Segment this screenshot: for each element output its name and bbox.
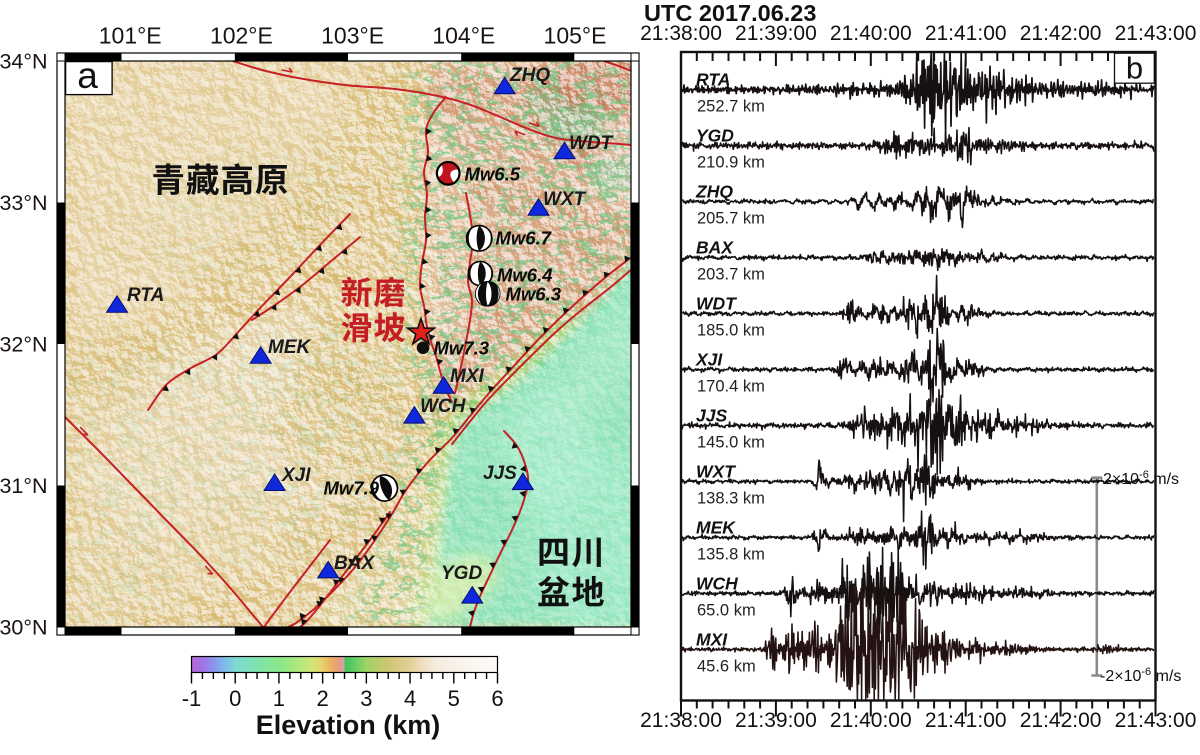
svg-text:ZHQ: ZHQ — [695, 182, 733, 202]
svg-text:135.8 km: 135.8 km — [697, 545, 765, 563]
svg-text:WXT: WXT — [696, 462, 736, 482]
svg-text:Mw7.9: Mw7.9 — [324, 478, 380, 499]
svg-text:170.4 km: 170.4 km — [697, 378, 765, 396]
svg-text:210.9 km: 210.9 km — [697, 154, 765, 172]
svg-text:21:40:00: 21:40:00 — [830, 22, 912, 45]
svg-text:2×10-6 m/s: 2×10-6 m/s — [1103, 469, 1179, 488]
svg-text:Mw7.3: Mw7.3 — [434, 338, 490, 359]
svg-text:203.7 km: 203.7 km — [697, 266, 765, 284]
svg-text:21:43:00: 21:43:00 — [1115, 22, 1197, 45]
svg-text:YGD: YGD — [696, 126, 734, 146]
svg-text:RTA: RTA — [127, 285, 164, 306]
svg-text:MEK: MEK — [268, 337, 312, 358]
svg-text:65.0 km: 65.0 km — [697, 601, 756, 619]
svg-text:Mw6.7: Mw6.7 — [496, 228, 553, 249]
svg-text:-2×10-6 m/s: -2×10-6 m/s — [1100, 666, 1181, 685]
svg-text:145.0 km: 145.0 km — [697, 434, 765, 452]
svg-text:Mw6.3: Mw6.3 — [506, 284, 562, 305]
svg-text:Mw6.5: Mw6.5 — [465, 164, 521, 185]
svg-text:3: 3 — [360, 686, 372, 711]
svg-text:Elevation (km): Elevation (km) — [256, 710, 441, 740]
svg-text:21:39:00: 21:39:00 — [735, 22, 817, 45]
svg-text:2: 2 — [316, 686, 328, 711]
svg-text:105°E: 105°E — [544, 23, 607, 49]
svg-text:WXT: WXT — [543, 189, 587, 210]
svg-text:b: b — [1126, 51, 1143, 86]
svg-text:185.0 km: 185.0 km — [697, 322, 765, 340]
svg-text:33°N: 33°N — [0, 191, 48, 215]
svg-text:WCH: WCH — [696, 573, 738, 593]
svg-text:30°N: 30°N — [0, 616, 48, 640]
svg-text:1: 1 — [273, 686, 285, 711]
svg-text:21:39:00: 21:39:00 — [735, 709, 817, 732]
svg-text:Mw6.4: Mw6.4 — [497, 265, 553, 286]
svg-text:4: 4 — [404, 686, 416, 711]
svg-text:21:42:00: 21:42:00 — [1020, 709, 1102, 732]
svg-text:JJS: JJS — [483, 463, 517, 484]
svg-text:205.7 km: 205.7 km — [697, 210, 765, 228]
svg-text:0: 0 — [229, 686, 241, 711]
svg-text:6: 6 — [491, 686, 503, 711]
svg-text:a: a — [77, 55, 98, 96]
svg-text:104°E: 104°E — [432, 23, 495, 49]
svg-text:21:41:00: 21:41:00 — [925, 22, 1007, 45]
svg-text:-1: -1 — [182, 686, 202, 711]
svg-text:21:42:00: 21:42:00 — [1020, 22, 1102, 45]
svg-text:21:38:00: 21:38:00 — [640, 709, 722, 732]
svg-text:BAX: BAX — [334, 553, 375, 574]
svg-text:XJI: XJI — [281, 465, 311, 486]
svg-text:21:38:00: 21:38:00 — [640, 22, 722, 45]
svg-text:5: 5 — [448, 686, 460, 711]
svg-text:UTC 2017.06.23: UTC 2017.06.23 — [644, 0, 816, 26]
svg-text:ZHQ: ZHQ — [509, 65, 550, 86]
svg-text:102°E: 102°E — [210, 23, 273, 49]
svg-text:BAX: BAX — [696, 238, 734, 258]
svg-text:32°N: 32°N — [0, 333, 48, 357]
svg-text:RTA: RTA — [696, 70, 730, 90]
svg-text:JJS: JJS — [696, 406, 727, 426]
svg-text:252.7 km: 252.7 km — [697, 98, 765, 116]
svg-text:31°N: 31°N — [0, 474, 48, 498]
svg-text:21:43:00: 21:43:00 — [1115, 709, 1197, 732]
svg-text:21:40:00: 21:40:00 — [830, 709, 912, 732]
svg-text:WCH: WCH — [420, 396, 467, 417]
svg-text:YGD: YGD — [441, 563, 482, 584]
svg-text:138.3 km: 138.3 km — [697, 490, 765, 508]
svg-text:MXI: MXI — [450, 366, 485, 387]
svg-text:WDT: WDT — [696, 294, 737, 314]
svg-text:101°E: 101°E — [99, 23, 162, 49]
svg-text:MEK: MEK — [696, 517, 736, 537]
svg-text:WDT: WDT — [569, 133, 614, 154]
svg-text:45.6 km: 45.6 km — [697, 657, 756, 675]
svg-text:MXI: MXI — [696, 629, 728, 649]
svg-text:XJI: XJI — [695, 350, 723, 370]
svg-text:34°N: 34°N — [0, 50, 48, 74]
svg-text:103°E: 103°E — [321, 23, 384, 49]
svg-text:21:41:00: 21:41:00 — [925, 709, 1007, 732]
